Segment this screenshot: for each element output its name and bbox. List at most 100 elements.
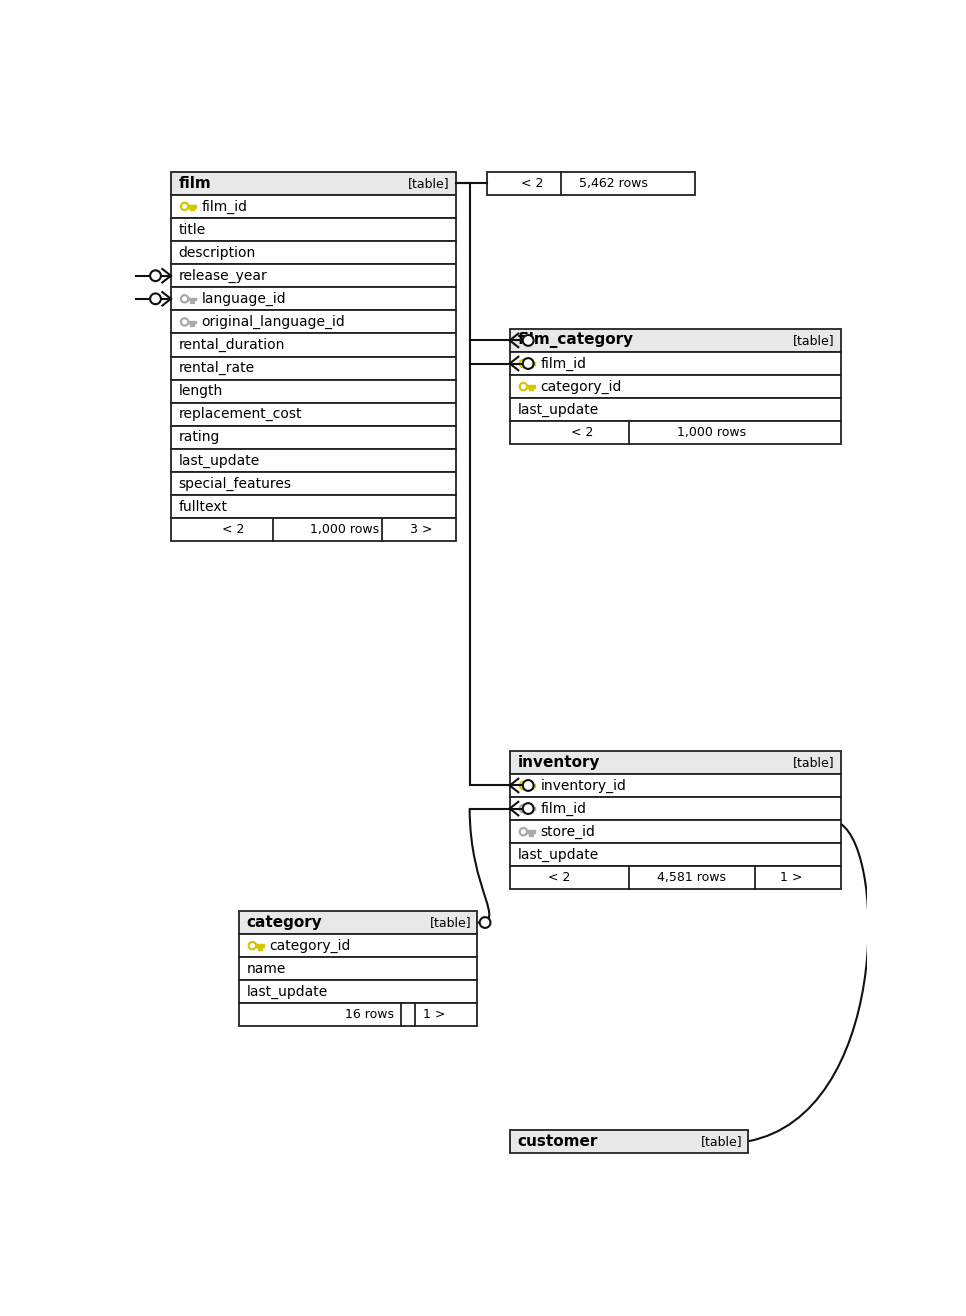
Bar — [171, 519, 456, 541]
Text: original_language_id: original_language_id — [202, 315, 346, 329]
Bar — [531, 809, 533, 812]
Bar — [171, 333, 456, 357]
Bar — [529, 365, 530, 367]
Text: release_year: release_year — [179, 268, 268, 283]
Text: 1,000 rows: 1,000 rows — [677, 426, 747, 440]
Circle shape — [523, 780, 533, 791]
Bar — [171, 265, 456, 287]
Bar — [526, 808, 534, 809]
Bar — [510, 820, 840, 844]
Bar — [526, 386, 534, 388]
Bar — [190, 208, 192, 211]
Bar — [510, 844, 840, 866]
Bar — [186, 205, 196, 208]
Bar — [190, 300, 192, 303]
Bar — [171, 495, 456, 519]
Text: last_update: last_update — [518, 403, 599, 417]
Circle shape — [520, 359, 527, 367]
Bar — [239, 934, 477, 957]
Text: rating: rating — [179, 430, 220, 445]
Text: [table]: [table] — [793, 755, 835, 769]
Text: last_update: last_update — [246, 984, 327, 999]
Text: 1 >: 1 > — [423, 1008, 445, 1021]
Bar — [239, 911, 477, 934]
Bar — [192, 324, 194, 326]
Bar — [510, 1129, 749, 1153]
Text: film: film — [179, 176, 212, 191]
Bar — [529, 809, 530, 812]
Text: title: title — [179, 222, 206, 237]
Text: 3 >: 3 > — [411, 524, 433, 537]
Text: store_id: store_id — [541, 825, 595, 838]
Bar — [171, 241, 456, 265]
Text: 1 >: 1 > — [780, 871, 803, 884]
Bar — [171, 357, 456, 380]
Bar — [192, 208, 194, 211]
Bar — [171, 426, 456, 449]
Circle shape — [523, 336, 533, 346]
Text: [table]: [table] — [700, 1134, 742, 1148]
Text: film_id: film_id — [202, 199, 247, 213]
Bar — [171, 311, 456, 333]
Bar — [510, 329, 840, 351]
Circle shape — [522, 830, 526, 833]
Text: rental_duration: rental_duration — [179, 338, 285, 353]
Circle shape — [520, 804, 527, 813]
Text: inventory_id: inventory_id — [541, 778, 626, 792]
Text: length: length — [179, 384, 223, 399]
Text: name: name — [246, 962, 286, 975]
Bar — [531, 833, 533, 836]
Circle shape — [520, 383, 527, 391]
Text: language_id: language_id — [202, 292, 286, 305]
Bar — [171, 172, 456, 195]
Text: rental_rate: rental_rate — [179, 361, 255, 375]
Text: < 2: < 2 — [548, 871, 571, 884]
Bar — [261, 946, 262, 950]
Text: film_category: film_category — [518, 333, 634, 349]
Text: inventory: inventory — [518, 755, 600, 770]
Circle shape — [181, 318, 188, 326]
Text: category: category — [246, 915, 322, 930]
Text: description: description — [179, 246, 256, 259]
Text: special_features: special_features — [179, 476, 292, 491]
Circle shape — [181, 295, 188, 303]
Circle shape — [523, 803, 533, 815]
Text: 5,462 rows: 5,462 rows — [579, 176, 648, 190]
Text: 1,000 rows: 1,000 rows — [310, 524, 380, 537]
Circle shape — [522, 362, 526, 366]
Bar — [171, 449, 456, 472]
Bar — [186, 321, 196, 324]
Text: film_id: film_id — [541, 357, 586, 371]
Circle shape — [150, 270, 161, 282]
Text: fulltext: fulltext — [179, 500, 228, 513]
Text: customer: customer — [518, 1133, 598, 1149]
Bar — [529, 833, 530, 836]
Text: < 2: < 2 — [521, 176, 544, 190]
Bar — [487, 172, 695, 195]
Text: 16 rows: 16 rows — [346, 1008, 394, 1021]
Bar — [526, 362, 534, 365]
Bar — [239, 980, 477, 1003]
Bar — [510, 351, 840, 375]
Bar — [510, 774, 840, 797]
Bar — [531, 388, 533, 391]
Bar — [239, 1003, 477, 1026]
Text: 4,581 rows: 4,581 rows — [657, 871, 726, 884]
Circle shape — [183, 320, 186, 324]
Bar — [526, 830, 534, 833]
Circle shape — [522, 384, 526, 388]
Text: [table]: [table] — [793, 334, 835, 347]
Bar — [510, 375, 840, 399]
Text: category_id: category_id — [270, 938, 351, 953]
Bar — [239, 957, 477, 980]
Circle shape — [250, 944, 254, 948]
Bar — [510, 751, 840, 774]
Text: [table]: [table] — [408, 176, 449, 190]
Circle shape — [522, 807, 526, 811]
Circle shape — [520, 828, 527, 836]
Circle shape — [520, 782, 527, 790]
Text: last_update: last_update — [179, 454, 260, 467]
Circle shape — [248, 941, 256, 950]
Circle shape — [522, 783, 526, 787]
Circle shape — [150, 293, 161, 304]
